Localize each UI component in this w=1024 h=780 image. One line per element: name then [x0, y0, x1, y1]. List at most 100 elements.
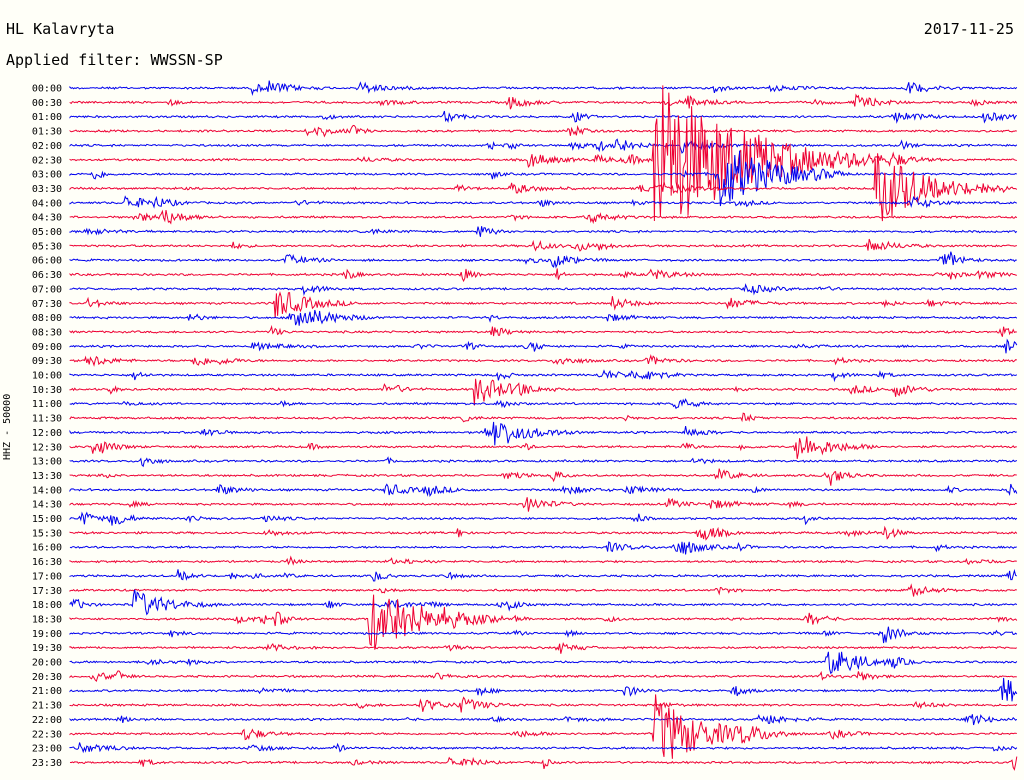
trace-row-2330 — [69, 756, 1018, 771]
row-time-label: 05:00 — [32, 227, 62, 238]
trace-row-0030 — [69, 93, 1018, 110]
row-time-label: 00:30 — [32, 98, 62, 109]
trace-row-1700 — [69, 568, 1017, 582]
row-time-label: 05:30 — [32, 241, 62, 252]
row-time-label: 12:30 — [32, 442, 62, 453]
row-time-label: 17:30 — [32, 586, 62, 597]
row-time-label: 09:30 — [32, 356, 62, 367]
row-time-label: 19:00 — [32, 629, 62, 640]
row-time-label: 11:00 — [32, 399, 62, 410]
row-time-label: 09:00 — [32, 342, 62, 353]
row-time-label: 14:30 — [32, 500, 62, 511]
trace-row-1730 — [69, 583, 1017, 597]
trace-row-0330 — [69, 153, 1018, 222]
trace-row-0630 — [69, 268, 1017, 283]
row-time-label: 02:30 — [32, 155, 62, 166]
trace-row-1400 — [69, 483, 1018, 498]
trace-row-1600 — [69, 541, 1017, 555]
trace-row-0800 — [69, 309, 1018, 326]
trace-row-0730 — [69, 291, 1018, 319]
row-time-label: 13:30 — [32, 471, 62, 482]
trace-row-1130 — [69, 412, 1018, 423]
row-time-label: 08:30 — [32, 327, 62, 338]
row-time-label: 04:30 — [32, 213, 62, 224]
trace-row-1000 — [69, 369, 1018, 383]
row-time-label: 06:30 — [32, 270, 62, 281]
trace-row-1030 — [69, 378, 1018, 406]
row-time-label: 22:00 — [32, 715, 62, 726]
row-time-label: 01:00 — [32, 112, 62, 123]
row-time-label: 16:00 — [32, 543, 62, 554]
station-name: HL Kalavryta — [6, 20, 115, 38]
row-time-label: 07:30 — [32, 299, 62, 310]
trace-row-1930 — [69, 642, 1018, 654]
row-time-label: 04:00 — [32, 198, 62, 209]
row-time-label: 10:00 — [32, 371, 62, 382]
trace-row-0000 — [69, 80, 1018, 97]
trace-row-0130 — [69, 124, 1017, 138]
row-time-label: 08:00 — [32, 313, 62, 324]
trace-row-1200 — [69, 421, 1017, 446]
trace-row-0930 — [69, 354, 1017, 367]
trace-row-2200 — [69, 713, 1018, 726]
trace-row-0530 — [69, 238, 1017, 252]
row-time-label: 03:30 — [32, 184, 62, 195]
row-time-label: 22:30 — [32, 729, 62, 740]
row-time-label: 18:30 — [32, 614, 62, 625]
row-time-label: 19:30 — [32, 643, 62, 654]
row-time-label: 17:00 — [32, 571, 62, 582]
trace-row-1430 — [69, 497, 1017, 512]
trace-row-0230 — [69, 85, 1017, 222]
row-time-label: 01:30 — [32, 127, 62, 138]
trace-row-0900 — [69, 338, 1018, 354]
row-time-label: 21:30 — [32, 701, 62, 712]
trace-row-1230 — [69, 436, 1017, 459]
seismic-traces — [69, 80, 1018, 771]
trace-row-1300 — [69, 456, 1018, 468]
time-labels: 00:00 00:30 01:00 01:30 02:00 02:30 03:00 03:30… — [32, 84, 62, 769]
trace-row-1830 — [69, 594, 1018, 650]
row-time-label: 02:00 — [32, 141, 62, 152]
trace-row-1500 — [69, 511, 1018, 526]
trace-row-2030 — [69, 670, 1017, 683]
trace-row-0830 — [69, 324, 1017, 337]
row-time-label: 13:00 — [32, 457, 62, 468]
row-time-label: 20:00 — [32, 658, 62, 669]
row-time-label: 14:00 — [32, 485, 62, 496]
trace-row-0600 — [69, 251, 1017, 269]
trace-row-0400 — [69, 195, 1017, 209]
trace-row-2130 — [69, 696, 1018, 713]
trace-row-1800 — [69, 589, 1018, 616]
trace-row-1100 — [69, 398, 1017, 410]
trace-row-2000 — [69, 651, 1018, 675]
trace-row-0500 — [69, 226, 1018, 237]
trace-row-1900 — [69, 626, 1018, 644]
row-time-label: 20:30 — [32, 672, 62, 683]
row-time-label: 16:30 — [32, 557, 62, 568]
row-time-label: 11:30 — [32, 414, 62, 425]
trace-row-0430 — [69, 209, 1018, 225]
trace-row-0200 — [69, 138, 1018, 154]
filter-label: Applied filter: WWSSN-SP — [6, 51, 223, 69]
row-time-label: 23:30 — [32, 758, 62, 769]
row-time-label: 21:00 — [32, 686, 62, 697]
trace-row-2100 — [69, 677, 1018, 702]
trace-row-2230 — [69, 694, 1017, 759]
trace-row-0100 — [69, 110, 1018, 124]
row-time-label: 12:00 — [32, 428, 62, 439]
row-time-label: 03:00 — [32, 170, 62, 181]
row-time-label: 07:00 — [32, 284, 62, 295]
trace-row-0700 — [69, 283, 1018, 296]
row-time-label: 15:30 — [32, 528, 62, 539]
trace-row-1330 — [69, 468, 1017, 486]
row-time-label: 15:00 — [32, 514, 62, 525]
row-time-label: 18:00 — [32, 600, 62, 611]
trace-row-1630 — [69, 555, 1017, 566]
trace-row-1530 — [69, 525, 1018, 541]
row-time-label: 23:00 — [32, 744, 62, 755]
row-time-label: 06:00 — [32, 256, 62, 267]
row-time-label: 00:00 — [32, 84, 62, 95]
trace-row-2300 — [69, 742, 1018, 754]
row-time-label: 10:30 — [32, 385, 62, 396]
